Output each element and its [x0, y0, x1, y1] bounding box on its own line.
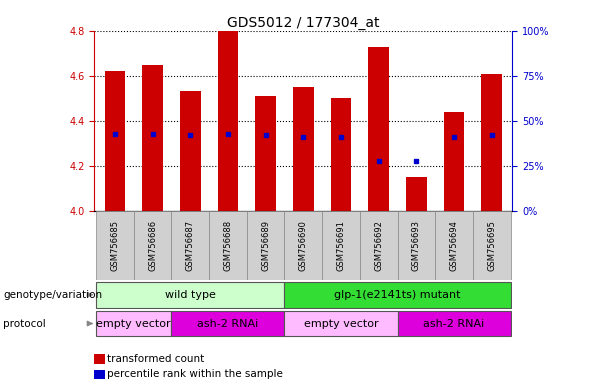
- Text: protocol: protocol: [3, 318, 46, 329]
- Bar: [247, 211, 284, 280]
- Text: ash-2 RNAi: ash-2 RNAi: [423, 318, 485, 329]
- Bar: [481, 74, 502, 211]
- Text: percentile rank within the sample: percentile rank within the sample: [107, 369, 283, 379]
- Bar: [180, 91, 201, 211]
- Bar: [209, 211, 247, 280]
- Text: GSM756689: GSM756689: [261, 220, 270, 271]
- Bar: [368, 46, 389, 211]
- Bar: [322, 211, 360, 280]
- Text: GSM756692: GSM756692: [374, 220, 383, 271]
- Text: genotype/variation: genotype/variation: [3, 290, 102, 300]
- Bar: [255, 96, 276, 211]
- Bar: [171, 311, 284, 336]
- Bar: [398, 311, 511, 336]
- Bar: [435, 211, 473, 280]
- Text: GSM756690: GSM756690: [299, 220, 308, 271]
- Text: empty vector: empty vector: [97, 318, 171, 329]
- Text: glp-1(e2141ts) mutant: glp-1(e2141ts) mutant: [335, 290, 461, 300]
- Text: ash-2 RNAi: ash-2 RNAi: [197, 318, 259, 329]
- Text: empty vector: empty vector: [304, 318, 378, 329]
- Bar: [96, 311, 171, 336]
- Bar: [284, 282, 511, 308]
- Text: GSM756687: GSM756687: [186, 220, 195, 271]
- Bar: [406, 177, 426, 211]
- Text: GSM756694: GSM756694: [449, 220, 458, 271]
- Text: transformed count: transformed count: [107, 354, 204, 364]
- Bar: [360, 211, 398, 280]
- Bar: [284, 211, 322, 280]
- Text: GSM756695: GSM756695: [487, 220, 496, 271]
- Bar: [134, 211, 171, 280]
- Text: GSM756686: GSM756686: [148, 220, 157, 271]
- Bar: [330, 98, 352, 211]
- Text: GSM756685: GSM756685: [111, 220, 120, 271]
- Text: GSM756693: GSM756693: [412, 220, 421, 271]
- Text: wild type: wild type: [165, 290, 216, 300]
- Bar: [444, 112, 464, 211]
- Bar: [171, 211, 209, 280]
- Bar: [284, 311, 398, 336]
- Bar: [143, 65, 163, 211]
- Bar: [217, 31, 239, 211]
- Bar: [293, 87, 314, 211]
- Bar: [398, 211, 435, 280]
- Bar: [96, 211, 134, 280]
- Bar: [96, 282, 284, 308]
- Text: GSM756691: GSM756691: [336, 220, 346, 271]
- Bar: [473, 211, 511, 280]
- Bar: [105, 71, 125, 211]
- Title: GDS5012 / 177304_at: GDS5012 / 177304_at: [227, 16, 379, 30]
- Text: GSM756688: GSM756688: [223, 220, 233, 271]
